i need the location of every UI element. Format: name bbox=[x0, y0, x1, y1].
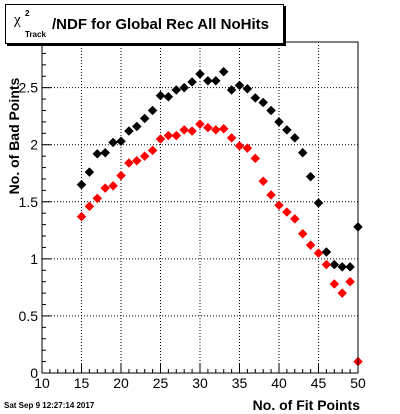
data-point-black bbox=[258, 97, 269, 108]
data-point-red bbox=[124, 158, 134, 168]
y-tick-label: 2 bbox=[30, 137, 38, 153]
data-point-red bbox=[274, 200, 284, 211]
data-point-red bbox=[345, 276, 355, 287]
data-point-black bbox=[226, 85, 237, 95]
data-point-black bbox=[250, 93, 261, 103]
data-point-black bbox=[313, 198, 324, 208]
data-point-black bbox=[321, 247, 332, 257]
data-point-black bbox=[345, 261, 355, 272]
x-axis-label: No. of Fit Points bbox=[252, 397, 360, 413]
x-tick-label: 10 bbox=[34, 375, 50, 391]
data-point-black bbox=[282, 125, 292, 135]
data-point-red bbox=[313, 248, 324, 259]
data-point-black bbox=[131, 121, 142, 132]
data-point-black bbox=[84, 167, 95, 177]
chart-title: /NDF for Global Rec All NoHits bbox=[52, 16, 269, 33]
data-point-red bbox=[258, 176, 269, 187]
data-point-black bbox=[139, 113, 150, 124]
data-point-black bbox=[274, 117, 284, 127]
data-point-black bbox=[234, 80, 245, 91]
data-point-red bbox=[242, 143, 253, 154]
data-point-black bbox=[147, 105, 158, 116]
y-tick-label: 1.5 bbox=[19, 194, 39, 210]
data-point-black bbox=[108, 137, 118, 148]
y-tick-label: 0.5 bbox=[19, 308, 39, 324]
data-point-red bbox=[250, 153, 261, 164]
data-point-red bbox=[84, 201, 95, 212]
y-tick-label: 0 bbox=[30, 365, 38, 381]
data-point-red bbox=[218, 123, 229, 134]
data-point-red bbox=[131, 155, 142, 166]
data-point-black bbox=[179, 82, 190, 93]
title-subscript: Track bbox=[25, 30, 46, 39]
data-point-black bbox=[203, 75, 213, 86]
data-point-red bbox=[147, 145, 158, 156]
data-point-black bbox=[218, 66, 229, 77]
data-point-red bbox=[100, 183, 111, 193]
data-point-black bbox=[195, 69, 205, 79]
data-point-black bbox=[187, 77, 197, 87]
data-point-red bbox=[155, 134, 166, 144]
tick-labels: 10 15 20 25 30 35 40 45 50 0 0.5 1 1.5 2 2.5 bbox=[19, 80, 366, 391]
x-tick-label: 30 bbox=[192, 375, 208, 391]
y-tick-label: 2.5 bbox=[19, 80, 39, 96]
data-point-red bbox=[139, 151, 150, 161]
data-point-red bbox=[305, 240, 316, 251]
data-point-red bbox=[234, 141, 245, 151]
data-point-red bbox=[210, 125, 221, 135]
data-point-black bbox=[171, 85, 182, 95]
data-point-red bbox=[203, 122, 213, 133]
data-point-red bbox=[297, 228, 308, 239]
data-point-black bbox=[329, 259, 340, 270]
title-superscript: 2 bbox=[25, 9, 30, 18]
data-point-black bbox=[210, 75, 221, 86]
data-point-red bbox=[266, 190, 276, 200]
data-point-black bbox=[116, 136, 126, 147]
data-point-red bbox=[179, 125, 190, 135]
chart-title-box: χ 2 Track /NDF for Global Rec All NoHits bbox=[5, 4, 284, 44]
data-point-red bbox=[163, 130, 174, 141]
data-points bbox=[76, 66, 363, 367]
x-tick-label: 45 bbox=[311, 375, 327, 391]
data-point-black bbox=[100, 147, 111, 158]
axis-ticks bbox=[41, 41, 359, 374]
data-point-black bbox=[242, 83, 253, 94]
y-axis-label: No. of Bad Points bbox=[6, 77, 22, 195]
data-point-black bbox=[76, 179, 87, 190]
data-point-black bbox=[289, 133, 300, 143]
data-point-red bbox=[337, 288, 348, 298]
data-point-red bbox=[92, 193, 103, 204]
data-point-red bbox=[289, 214, 300, 224]
data-point-red bbox=[321, 259, 332, 270]
data-point-black bbox=[337, 261, 348, 272]
data-point-red bbox=[187, 126, 197, 136]
data-point-red bbox=[171, 130, 182, 141]
x-tick-label: 40 bbox=[271, 375, 287, 391]
data-point-red bbox=[116, 170, 126, 181]
datestamp: Sat Sep 9 12:27:14 2017 bbox=[4, 401, 95, 410]
x-tick-label: 20 bbox=[113, 375, 129, 391]
x-tick-label: 15 bbox=[74, 375, 90, 391]
data-point-red bbox=[282, 207, 292, 217]
x-tick-label: 50 bbox=[350, 375, 366, 391]
data-point-black bbox=[92, 149, 103, 159]
y-tick-label: 1 bbox=[30, 251, 38, 267]
data-point-red bbox=[226, 133, 237, 143]
data-point-red bbox=[76, 211, 87, 222]
x-tick-label: 25 bbox=[153, 375, 169, 391]
data-point-red bbox=[195, 119, 205, 130]
x-tick-label: 35 bbox=[232, 375, 248, 391]
data-point-black bbox=[155, 90, 166, 101]
data-point-black bbox=[124, 126, 134, 136]
data-point-black bbox=[266, 105, 276, 116]
data-point-red bbox=[329, 279, 340, 289]
data-point-black bbox=[305, 171, 316, 182]
title-symbol: χ bbox=[14, 12, 21, 28]
data-point-red bbox=[108, 180, 118, 191]
data-point-black bbox=[297, 147, 308, 158]
data-point-black bbox=[163, 91, 174, 102]
